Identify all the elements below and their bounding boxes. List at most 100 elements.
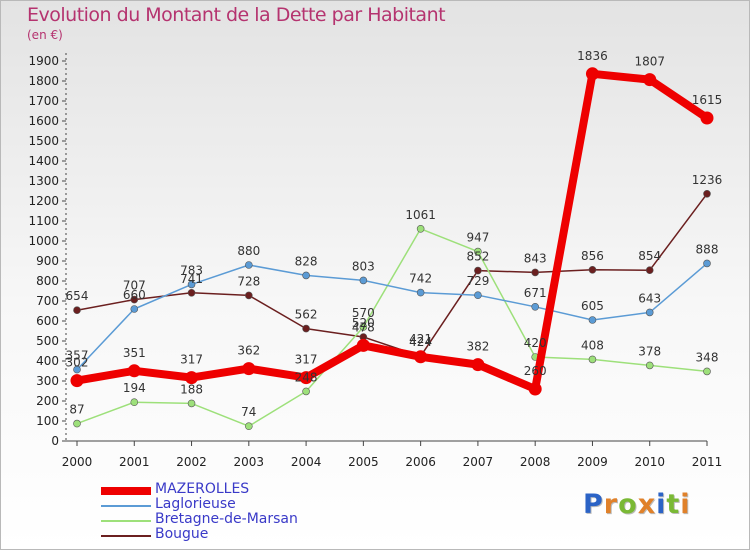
data-point-mazerolles [643, 73, 657, 87]
data-point-laglorieuse [302, 271, 310, 280]
series-line-bougue [76, 193, 708, 357]
y-tick-label: 800 [36, 274, 59, 288]
data-label-laglorieuse: 742 [409, 272, 432, 286]
data-point-mazerolles [356, 338, 370, 352]
data-point-bretagne-de-marsan [130, 398, 139, 407]
legend-swatch [101, 520, 151, 522]
y-tick-label: 900 [36, 254, 59, 268]
chart-subtitle: (en €) [27, 28, 63, 42]
data-point-bougue [73, 306, 81, 315]
data-point-bretagne-de-marsan [187, 399, 196, 408]
logo-letter: t [666, 489, 681, 520]
data-label-bretagne-de-marsan: 420 [524, 336, 547, 350]
x-tick-label: 2006 [405, 455, 436, 469]
data-label-mazerolles: 421 [409, 332, 432, 346]
data-label-mazerolles: 351 [123, 346, 146, 360]
data-point-mazerolles [242, 362, 256, 376]
x-tick-label: 2011 [692, 455, 723, 469]
y-tick-label: 1100 [28, 214, 59, 228]
data-point-bretagne-de-marsan [416, 225, 425, 233]
data-point-laglorieuse [359, 276, 368, 285]
data-label-bougue: 856 [581, 249, 604, 263]
x-tick-label: 2002 [176, 455, 207, 469]
data-label-laglorieuse: 783 [180, 263, 203, 277]
x-tick-label: 2001 [119, 455, 150, 469]
x-tick-label: 2010 [634, 455, 665, 469]
legend-swatch [101, 505, 151, 507]
y-tick-label: 1000 [28, 234, 59, 248]
x-tick-label: 2003 [234, 455, 265, 469]
x-tick-label: 2009 [577, 455, 608, 469]
data-label-laglorieuse: 880 [237, 244, 260, 258]
data-point-bougue [187, 288, 196, 297]
legend-label: MAZEROLLES [155, 481, 250, 497]
data-label-bougue: 854 [638, 249, 661, 263]
y-tick-label: 1200 [28, 194, 59, 208]
proxiti-logo: Proxiti [583, 489, 691, 520]
data-point-mazerolles [299, 371, 313, 385]
data-point-bretagne-de-marsan [645, 361, 654, 370]
data-label-bougue: 707 [123, 279, 146, 293]
data-point-laglorieuse [645, 308, 654, 317]
data-label-laglorieuse: 605 [581, 299, 604, 313]
data-label-bougue: 741 [180, 272, 203, 286]
data-point-mazerolles [471, 358, 485, 372]
chart-title: Evolution du Montant de la Dette par Hab… [27, 4, 446, 26]
data-label-bougue: 728 [237, 274, 260, 288]
y-tick-label: 400 [36, 354, 59, 368]
series-line-mazerolles [73, 69, 711, 393]
data-label-laglorieuse: 643 [638, 291, 661, 305]
series-line-bretagne-de-marsan [76, 228, 708, 427]
y-tick-label: 1300 [28, 174, 59, 188]
data-label-bretagne-de-marsan: 947 [466, 231, 489, 245]
logo-letter: i [680, 489, 691, 520]
x-tick-label: 2005 [348, 455, 379, 469]
data-point-bougue [645, 266, 654, 275]
y-tick-label: 300 [36, 374, 59, 388]
data-point-bougue [130, 295, 139, 304]
logo-letter: i [656, 489, 667, 520]
data-point-bougue [703, 190, 711, 198]
data-label-bougue: 1236 [692, 173, 723, 187]
series-line-laglorieuse [76, 262, 708, 371]
data-label-bretagne-de-marsan: 87 [69, 403, 84, 417]
logo-letter: o [618, 489, 638, 520]
x-tick-label: 2004 [291, 455, 322, 469]
data-label-bretagne-de-marsan: 248 [295, 370, 318, 384]
data-point-mazerolles [414, 350, 428, 364]
data-label-mazerolles: 1615 [692, 93, 723, 107]
data-point-bretagne-de-marsan [73, 419, 81, 428]
y-tick-label: 600 [36, 314, 59, 328]
y-tick-label: 200 [36, 394, 59, 408]
data-label-laglorieuse: 671 [524, 286, 547, 300]
data-point-bretagne-de-marsan [703, 367, 711, 376]
legend-label: Laglorieuse [155, 496, 236, 512]
data-point-bretagne-de-marsan [302, 387, 310, 396]
logo-letter: r [603, 489, 619, 520]
data-point-bougue [474, 266, 482, 275]
data-label-laglorieuse: 660 [123, 288, 146, 302]
data-point-mazerolles [585, 67, 599, 81]
data-label-bougue: 424 [409, 335, 432, 349]
data-point-laglorieuse [130, 305, 139, 313]
y-tick-label: 1500 [28, 134, 59, 148]
x-tick-label: 2008 [520, 455, 551, 469]
data-label-laglorieuse: 828 [295, 254, 318, 268]
data-label-bretagne-de-marsan: 570 [352, 306, 375, 320]
data-point-laglorieuse [531, 302, 539, 311]
data-label-mazerolles: 317 [295, 353, 318, 367]
data-label-mazerolles: 478 [352, 320, 375, 334]
data-label-bretagne-de-marsan: 1061 [405, 208, 436, 222]
data-point-bougue [588, 265, 597, 274]
data-label-bougue: 520 [352, 316, 375, 330]
legend-swatch [101, 487, 151, 495]
data-label-bretagne-de-marsan: 194 [123, 381, 146, 395]
data-label-bougue: 852 [466, 250, 489, 264]
data-point-bougue [531, 268, 539, 277]
data-label-bretagne-de-marsan: 408 [581, 338, 604, 352]
legend-swatch [101, 535, 151, 537]
data-point-bougue [245, 291, 253, 300]
data-point-laglorieuse [703, 259, 711, 268]
